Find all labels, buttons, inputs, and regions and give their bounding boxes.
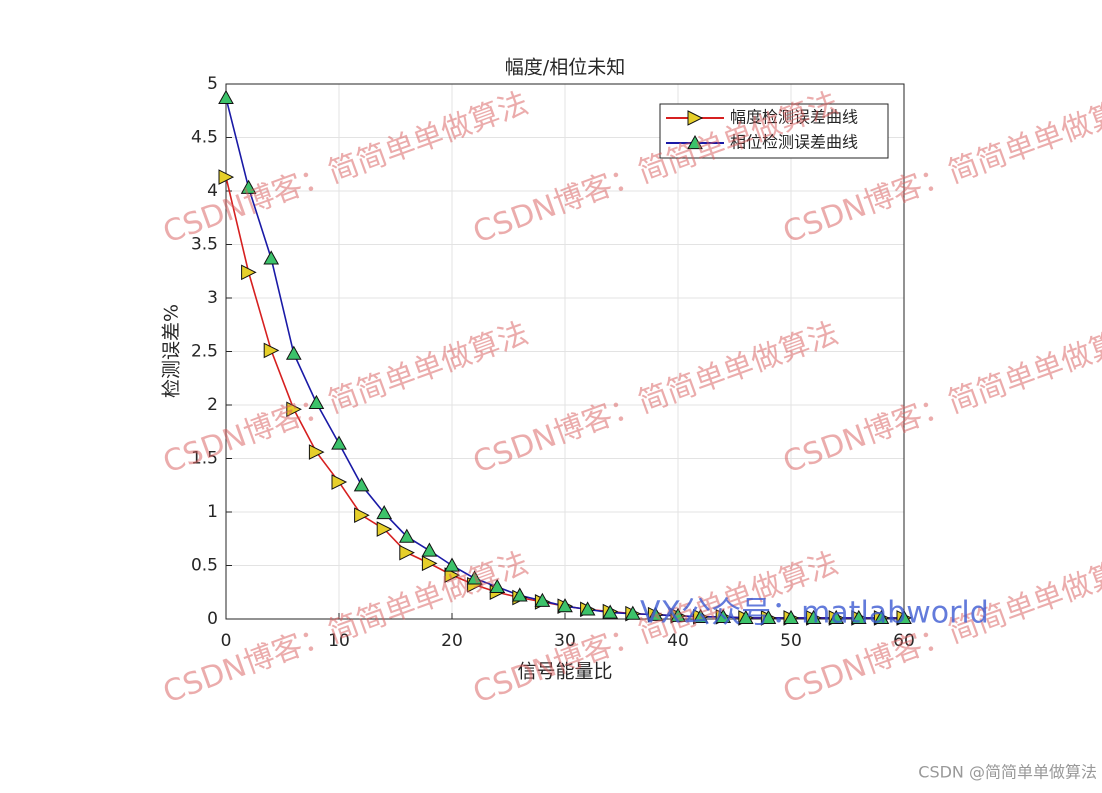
marker [331, 435, 347, 450]
x-tick-label: 20 [441, 631, 463, 651]
watermark: VX公众号：matlabworld [640, 596, 989, 631]
y-tick-label: 5 [207, 74, 218, 94]
marker [308, 394, 325, 409]
marker [692, 608, 709, 623]
y-tick-label: 1.5 [191, 449, 218, 469]
marker [331, 474, 348, 490]
x-tick-label: 0 [221, 631, 232, 651]
x-tick-label: 60 [893, 631, 915, 651]
marker [240, 179, 257, 194]
marker [687, 110, 704, 126]
marker [828, 609, 845, 625]
marker [353, 477, 370, 492]
x-axis-label: 信号能量比 [517, 661, 612, 683]
marker [308, 444, 325, 460]
y-axis-label: 检测误差% [161, 304, 183, 398]
marker [354, 507, 370, 524]
footer: CSDN @简简单单做算法 [918, 763, 1097, 782]
marker [444, 567, 461, 583]
marker [489, 578, 506, 593]
marker [687, 134, 703, 150]
y-tick-label: 3.5 [191, 235, 218, 255]
marker [624, 605, 641, 620]
marker [805, 609, 822, 625]
axes-box [225, 83, 905, 620]
y-tick-label: 2 [207, 395, 218, 415]
marker [647, 606, 664, 621]
y-tick-label: 0 [207, 609, 218, 629]
x-tick-label: 50 [780, 631, 802, 651]
marker [218, 169, 235, 185]
marker [737, 609, 754, 625]
y-tick-label: 1 [207, 502, 218, 522]
marker [602, 604, 619, 619]
marker [286, 401, 302, 418]
marker [241, 264, 257, 281]
marker [579, 601, 596, 616]
chart-title: 幅度/相位未知 [505, 57, 625, 79]
marker [399, 544, 415, 561]
x-tick-label: 30 [554, 631, 576, 651]
marker [850, 609, 867, 625]
marker [285, 345, 302, 360]
x-tick-label: 10 [328, 631, 350, 651]
marker [263, 250, 280, 265]
x-tick-label: 40 [667, 631, 689, 651]
marker [670, 607, 686, 622]
marker [263, 342, 280, 359]
marker [873, 609, 890, 625]
marker [466, 570, 483, 585]
y-tick-label: 4.5 [191, 128, 218, 148]
y-tick-label: 0.5 [191, 556, 218, 576]
marker [444, 557, 460, 572]
marker [376, 505, 393, 520]
y-tick-label: 2.5 [191, 342, 218, 362]
y-tick-label: 3 [207, 288, 218, 308]
marker [760, 609, 777, 625]
marker [511, 587, 528, 602]
marker [896, 609, 912, 625]
marker [376, 521, 393, 537]
marker [218, 89, 234, 105]
legend-label: 幅度检测误差曲线 [730, 108, 858, 127]
y-tick-label: 4 [207, 181, 218, 201]
marker [398, 528, 415, 543]
marker [421, 542, 438, 557]
marker [557, 598, 573, 613]
marker [534, 592, 551, 607]
legend-label: 相位检测误差曲线 [730, 133, 858, 152]
marker [421, 555, 438, 572]
marker [715, 608, 732, 623]
marker [783, 609, 799, 625]
